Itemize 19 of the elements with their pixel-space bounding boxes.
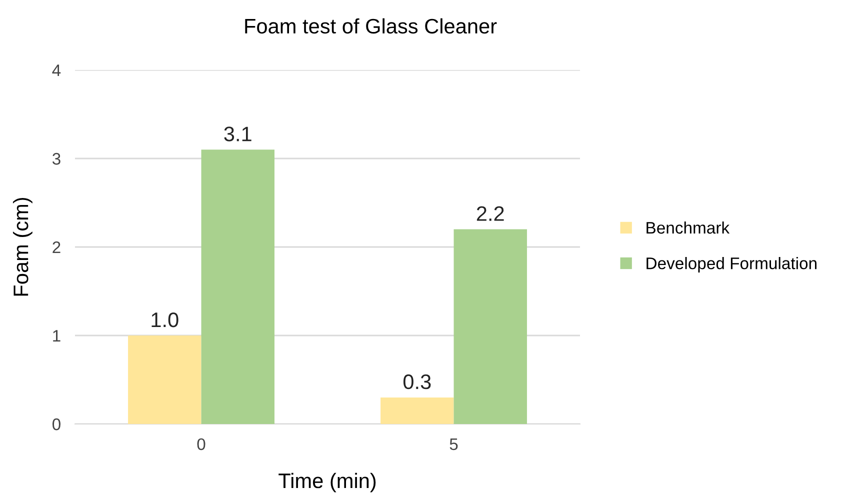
- legend-label: Developed Formulation: [646, 257, 816, 273]
- y-tick-label: 4: [52, 64, 61, 76]
- legend-label: Benchmark: [646, 221, 730, 234]
- y-axis-title: Foam (cm): [12, 198, 32, 296]
- data-label: 2.2: [476, 206, 504, 221]
- y-tick-label: 3: [52, 152, 60, 165]
- bar: [128, 336, 202, 424]
- data-label: 0.3: [403, 374, 431, 390]
- y-tick-label: 1: [53, 330, 60, 342]
- data-label: 3.1: [224, 126, 252, 142]
- bar: [380, 397, 454, 424]
- x-tick-label: 5: [450, 438, 458, 450]
- y-tick-label: 2: [52, 241, 60, 254]
- y-tick-label: 0: [52, 418, 60, 430]
- bar: [454, 229, 527, 424]
- data-label: 1.0: [152, 312, 178, 328]
- chart-title: Foam test of Glass Cleaner: [245, 18, 497, 34]
- bar: [201, 150, 274, 424]
- x-axis-title: Time (min): [278, 472, 376, 492]
